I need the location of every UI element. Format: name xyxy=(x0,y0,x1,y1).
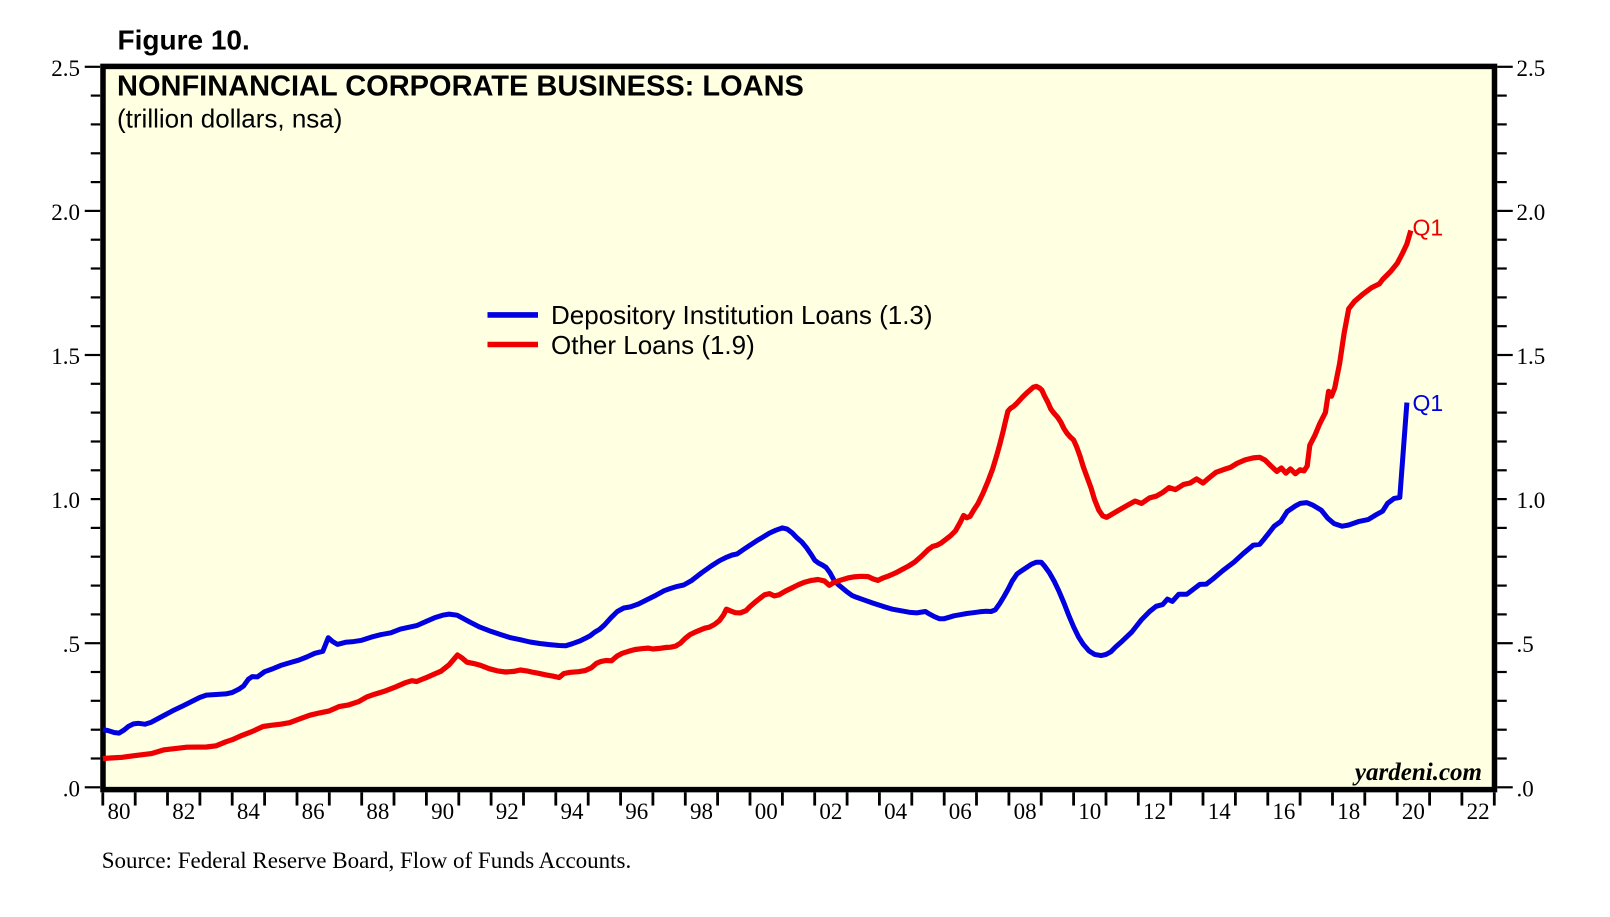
svg-text:(trillion dollars, nsa): (trillion dollars, nsa) xyxy=(117,103,342,133)
svg-text:2.5: 2.5 xyxy=(51,56,80,81)
svg-text:84: 84 xyxy=(237,799,261,824)
svg-text:88: 88 xyxy=(366,799,389,824)
svg-text:1.0: 1.0 xyxy=(51,488,80,513)
svg-text:.0: .0 xyxy=(1517,776,1534,801)
svg-text:1.5: 1.5 xyxy=(1517,344,1546,369)
svg-text:92: 92 xyxy=(496,799,519,824)
svg-text:04: 04 xyxy=(884,799,908,824)
svg-text:yardeni.com: yardeni.com xyxy=(1352,759,1482,786)
svg-text:2.0: 2.0 xyxy=(1517,200,1546,225)
svg-text:Q1: Q1 xyxy=(1413,215,1444,241)
svg-text:2.5: 2.5 xyxy=(1517,56,1546,81)
svg-text:22: 22 xyxy=(1467,799,1490,824)
svg-text:16: 16 xyxy=(1272,799,1295,824)
svg-text:94: 94 xyxy=(561,799,585,824)
svg-text:2.0: 2.0 xyxy=(51,200,80,225)
svg-text:12: 12 xyxy=(1143,799,1166,824)
svg-text:.0: .0 xyxy=(63,776,80,801)
svg-text:08: 08 xyxy=(1014,799,1037,824)
svg-text:1.5: 1.5 xyxy=(51,344,80,369)
svg-text:1.0: 1.0 xyxy=(1517,488,1546,513)
svg-text:90: 90 xyxy=(431,799,454,824)
svg-text:86: 86 xyxy=(302,799,325,824)
svg-text:80: 80 xyxy=(108,799,131,824)
svg-text:.5: .5 xyxy=(63,632,80,657)
svg-text:00: 00 xyxy=(755,799,778,824)
svg-text:02: 02 xyxy=(819,799,842,824)
svg-text:NONFINANCIAL CORPORATE BUSINES: NONFINANCIAL CORPORATE BUSINESS: LOANS xyxy=(117,71,804,103)
svg-text:20: 20 xyxy=(1402,799,1425,824)
svg-text:82: 82 xyxy=(172,799,195,824)
svg-text:18: 18 xyxy=(1337,799,1360,824)
svg-text:14: 14 xyxy=(1208,799,1232,824)
svg-text:Figure 10.: Figure 10. xyxy=(118,24,250,55)
svg-text:Depository Institution Loans (: Depository Institution Loans (1.3) xyxy=(551,300,933,330)
svg-text:Other Loans (1.9): Other Loans (1.9) xyxy=(551,330,755,360)
svg-text:06: 06 xyxy=(949,799,972,824)
svg-text:.5: .5 xyxy=(1517,632,1534,657)
svg-text:10: 10 xyxy=(1078,799,1101,824)
svg-text:Q1: Q1 xyxy=(1413,390,1444,416)
svg-text:98: 98 xyxy=(690,799,713,824)
svg-text:Source: Federal Reserve Board,: Source: Federal Reserve Board, Flow of F… xyxy=(102,848,632,873)
svg-text:96: 96 xyxy=(625,799,648,824)
